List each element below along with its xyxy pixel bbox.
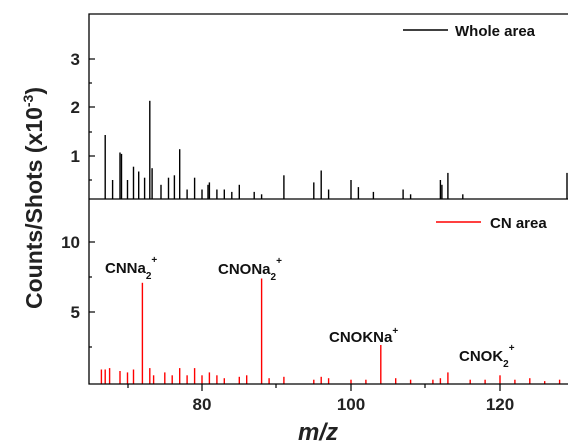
- x-tick-label-80: 80: [193, 395, 212, 414]
- annotation-cnok2-sup: +: [509, 343, 515, 354]
- annotation-cnok2-text: CNOK: [459, 348, 503, 365]
- series-whole-area-bars: [104, 100, 568, 199]
- y-tick-label-top-1: 1: [71, 147, 80, 166]
- peak-annotations: CNNa2+ CNONa2+ CNOKNa+ CNOK2+: [105, 255, 515, 370]
- legend-label-cn-area: CN area: [490, 215, 547, 232]
- y-axis-bottom: 10 5: [61, 233, 95, 348]
- legend-label-whole-area: Whole area: [455, 23, 536, 40]
- annotation-cnok2-sub: 2: [503, 359, 509, 370]
- annotation-cnona2-sup: +: [276, 256, 282, 267]
- y-axis-top: 3 2 1: [71, 50, 95, 181]
- series-cn-area-bars: [100, 278, 561, 384]
- legend-whole-area: Whole area: [403, 23, 536, 40]
- legend-cn-area: CN area: [436, 215, 547, 232]
- y-axis-label-text: Counts/Shots (x10: [21, 107, 47, 309]
- y-tick-label-bottom-10: 10: [61, 233, 80, 252]
- x-tick-label-100: 100: [337, 395, 365, 414]
- y-axis-label-exponent: -3: [20, 94, 36, 107]
- annotation-cnna2-text: CNNa: [105, 260, 146, 277]
- annotation-cnona2-text: CNONa: [218, 261, 271, 278]
- x-axis-label: m/z: [298, 419, 338, 446]
- annotation-cnna2-sub: 2: [146, 271, 152, 282]
- annotation-cnona2-sub: 2: [271, 272, 277, 283]
- y-axis-label-close: ): [21, 87, 47, 95]
- y-tick-label-bottom-5: 5: [71, 303, 80, 322]
- panel-whole-area: 3 2 1 Whole area: [71, 23, 568, 199]
- panel-cn-area: 10 5 CN area CNNa2+ CNONa2+ CNOKNa+ CNOK…: [61, 215, 561, 384]
- y-tick-label-top-2: 2: [71, 98, 80, 117]
- annotation-cnna2: CNNa2 +: [105, 255, 157, 282]
- annotation-cnokna-sup: +: [392, 326, 398, 337]
- annotation-cnok2: CNOK2+: [459, 343, 515, 370]
- annotation-cnna2-sup: +: [151, 255, 157, 266]
- annotation-cnona2: CNONa2 +: [218, 256, 282, 283]
- y-axis-label: Counts/Shots (x10-3): [20, 87, 47, 309]
- x-axis: 80 100 120: [127, 384, 514, 414]
- y-tick-label-top-3: 3: [71, 50, 80, 69]
- x-tick-label-120: 120: [486, 395, 514, 414]
- annotation-cnokna-text: CNOKNa: [329, 329, 393, 346]
- annotation-cnokna: CNOKNa+: [329, 326, 398, 346]
